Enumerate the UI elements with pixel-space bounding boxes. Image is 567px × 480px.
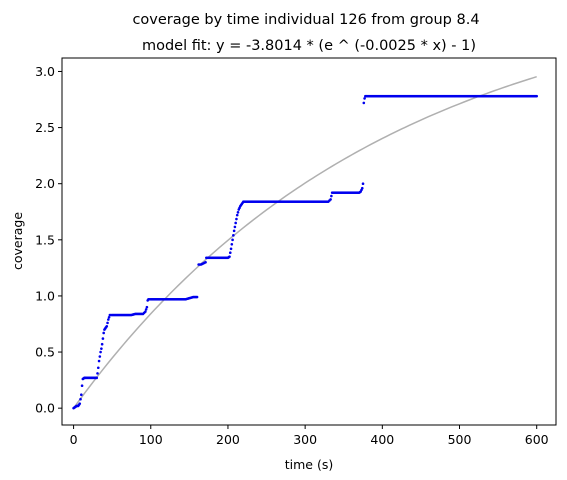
data-point — [144, 310, 147, 313]
y-axis-label: coverage — [10, 212, 25, 270]
data-point — [329, 198, 332, 201]
data-point — [100, 347, 103, 350]
data-point — [231, 238, 234, 242]
data-point — [228, 255, 231, 258]
data-point — [228, 251, 232, 255]
data-point — [535, 94, 538, 98]
x-tick-label: 300 — [293, 432, 317, 447]
fit-curve-layer — [72, 76, 537, 409]
data-point — [98, 355, 102, 358]
y-tick-label: 0.0 — [35, 401, 55, 416]
data-point — [230, 243, 234, 246]
x-tick-label: 200 — [216, 432, 240, 447]
data-point — [363, 97, 366, 100]
data-point — [235, 213, 239, 217]
data-point — [204, 260, 207, 264]
data-point — [144, 308, 148, 311]
x-tick-label: 600 — [525, 432, 549, 447]
data-point — [96, 366, 100, 370]
data-point — [99, 350, 102, 354]
data-point — [195, 295, 199, 299]
data-point — [232, 229, 236, 233]
data-point — [105, 324, 109, 328]
data-point — [235, 217, 238, 221]
data-point — [96, 372, 99, 375]
data-point — [107, 315, 111, 319]
data-point — [229, 247, 233, 251]
data-point — [236, 211, 240, 214]
y-tick-label: 2.0 — [35, 176, 55, 191]
data-point — [107, 318, 110, 321]
y-axis: 0.0 0.5 1.0 1.5 2.0 2.5 3.0 — [35, 64, 62, 416]
data-point — [233, 225, 237, 229]
data-point — [80, 393, 83, 397]
y-tick-label: 0.5 — [35, 345, 55, 360]
chart-subtitle: model fit: y = -3.8014 * (e ^ (-0.0025 *… — [142, 38, 476, 54]
data-point — [330, 194, 333, 198]
x-tick-label: 500 — [448, 432, 472, 447]
data-point — [102, 331, 105, 335]
x-tick-label: 0 — [70, 432, 78, 447]
data-points-layer — [72, 94, 538, 410]
data-point — [101, 337, 105, 340]
data-point — [234, 221, 237, 225]
data-point — [360, 186, 364, 190]
plot-area-frame — [61, 57, 557, 426]
x-tick-label: 400 — [370, 432, 394, 447]
x-axis-label: time (s) — [285, 457, 333, 472]
data-point — [361, 182, 365, 185]
data-point — [145, 305, 149, 309]
x-axis: 0 100 200 300 400 500 600 — [70, 425, 549, 447]
data-point — [95, 376, 99, 380]
y-tick-label: 1.0 — [35, 288, 55, 303]
data-point — [362, 101, 366, 105]
data-point — [80, 384, 84, 388]
y-tick-label: 1.5 — [35, 232, 55, 247]
data-point — [79, 397, 82, 401]
data-point — [106, 321, 109, 325]
chart-title: coverage by time individual 126 from gro… — [132, 12, 479, 28]
x-tick-label: 100 — [139, 432, 163, 447]
y-tick-label: 2.5 — [35, 120, 55, 135]
y-tick-label: 3.0 — [35, 64, 55, 79]
data-point — [97, 359, 101, 363]
fit-curve — [72, 76, 537, 409]
data-point — [232, 234, 235, 237]
data-point — [78, 402, 82, 405]
data-point — [100, 342, 104, 346]
